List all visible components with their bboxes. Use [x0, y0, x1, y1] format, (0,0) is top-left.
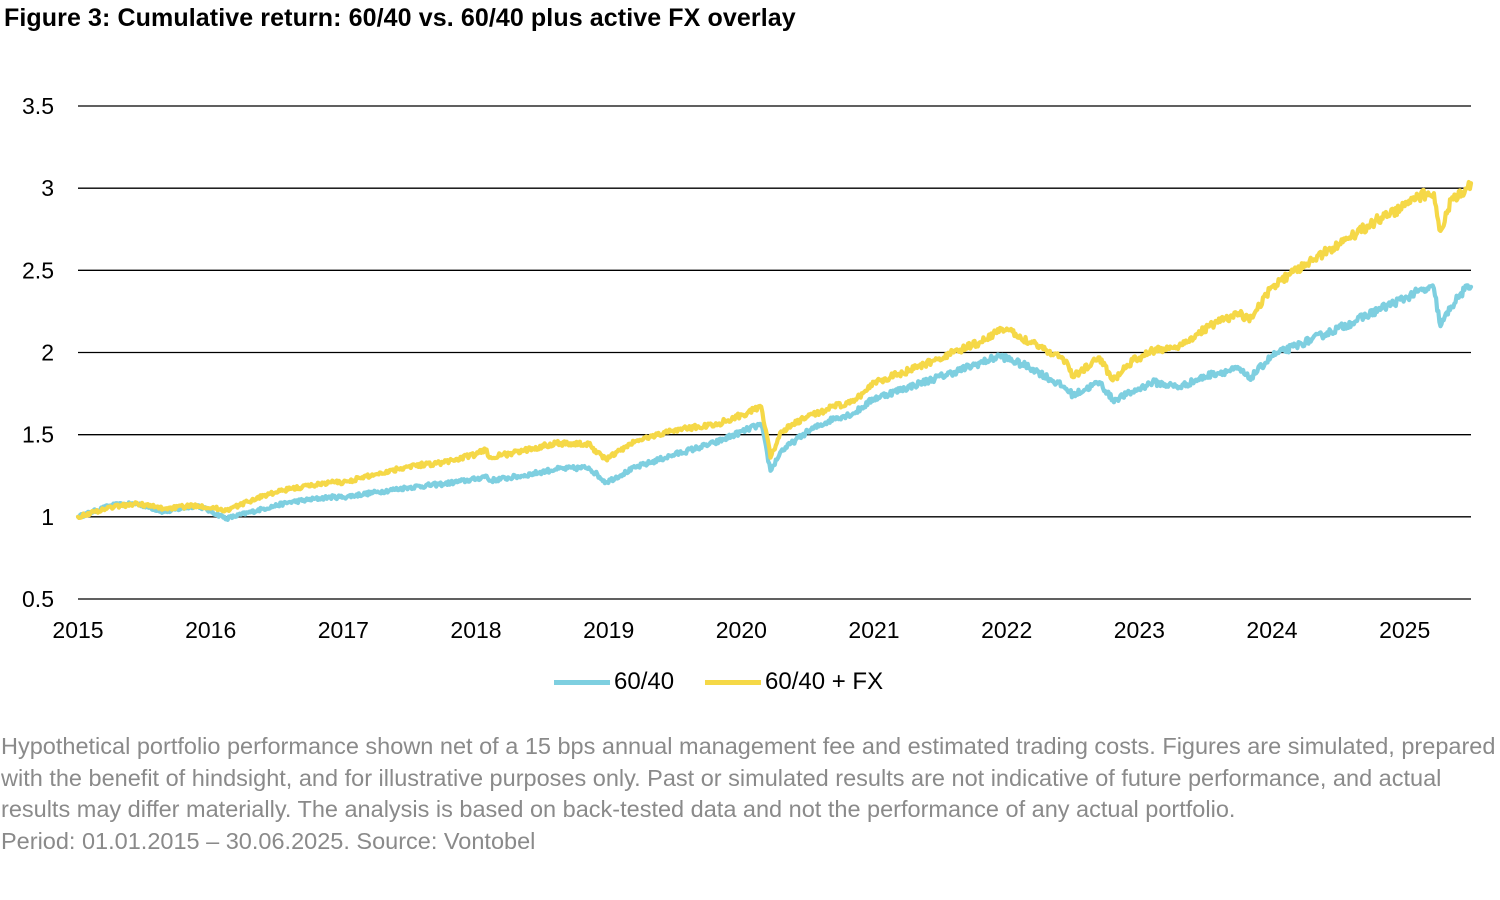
line-chart: 0.5 1 1.5 2 2.5 3 3.5 2015 2016 2017 2018 2019 2020… [22, 93, 1474, 643]
y-tick-label: 1 [41, 504, 54, 530]
x-tick-label: 2017 [318, 617, 369, 643]
x-tick-label: 2025 [1379, 617, 1430, 643]
y-tick-label: 0.5 [22, 586, 54, 612]
x-tick-label: 2016 [185, 617, 236, 643]
x-tick-label: 2023 [1114, 617, 1165, 643]
x-tick-label: 2022 [981, 617, 1032, 643]
x-tick-label: 2019 [583, 617, 634, 643]
series-line-60-40-fx [75, 179, 1474, 520]
legend-label-60-40-fx: 60/40 + FX [765, 668, 884, 695]
legend-label-60-40: 60/40 [614, 668, 675, 695]
period-source-text: Period: 01.01.2015 – 30.06.2025. Source:… [1, 827, 536, 854]
legend-swatch-60-40 [554, 679, 610, 685]
legend-item-60-40: 60/40 [554, 664, 674, 700]
series-line-60-40 [75, 283, 1474, 522]
legend: 60/40 60/40 + FX [0, 664, 1500, 700]
grid-lines [78, 105, 1471, 600]
y-tick-label: 3.5 [22, 93, 54, 119]
x-tick-label: 2021 [848, 617, 899, 643]
x-tick-label: 2018 [450, 617, 501, 643]
series-lines [75, 179, 1474, 522]
y-tick-label: 3 [41, 175, 54, 201]
legend-swatch-60-40-fx [705, 679, 761, 685]
x-axis-ticks: 2015 2016 2017 2018 2019 2020 2021 2022 2023 2024… [52, 617, 1430, 643]
y-tick-label: 2 [41, 340, 54, 366]
x-tick-label: 2020 [716, 617, 767, 643]
legend-item-60-40-fx: 60/40 + FX [705, 664, 883, 700]
footnote: Hypothetical portfolio performance shown… [1, 731, 1496, 857]
figure-title: Figure 3: Cumulative return: 60/40 vs. 6… [4, 4, 796, 32]
x-tick-label: 2015 [52, 617, 103, 643]
y-tick-label: 1.5 [22, 422, 54, 448]
y-axis-ticks: 0.5 1 1.5 2 2.5 3 3.5 [22, 93, 54, 612]
x-tick-label: 2024 [1246, 617, 1297, 643]
disclaimer-text: Hypothetical portfolio performance shown… [1, 733, 1496, 823]
y-tick-label: 2.5 [22, 257, 54, 283]
